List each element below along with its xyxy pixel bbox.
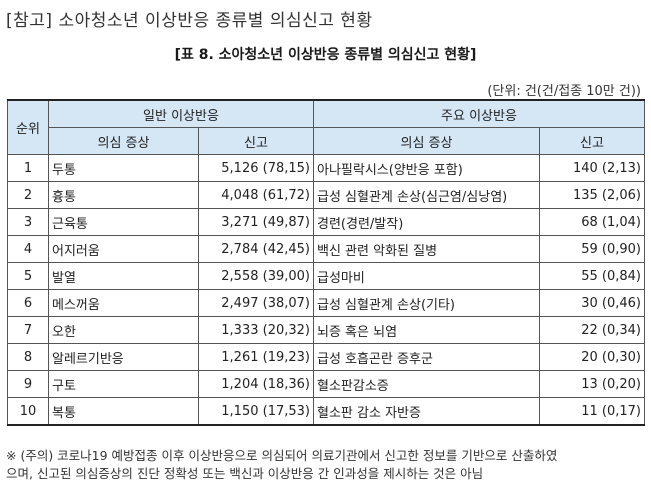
general-symptom-header: 의심 증상 bbox=[48, 127, 199, 155]
major-report-cell: 140 (2,13) bbox=[539, 154, 645, 182]
major-symptom-cell: 혈소판 감소 자반증 bbox=[313, 397, 540, 426]
general-report-cell: 1,204 (18,36) bbox=[198, 370, 314, 398]
footnote-line-1: ※ (주의) 코로나19 예방접종 이후 이상반응으로 의심되어 의료기관에서 … bbox=[6, 448, 558, 463]
general-report-cell: 5,126 (78,15) bbox=[198, 154, 314, 182]
major-report-cell: 59 (0,90) bbox=[539, 235, 645, 263]
general-report-cell: 2,558 (39,00) bbox=[198, 262, 314, 290]
general-symptom-cell: 복통 bbox=[48, 397, 199, 426]
general-symptom-cell: 알레르기반응 bbox=[48, 343, 199, 371]
major-symptom-header: 의심 증상 bbox=[313, 127, 540, 155]
footnote-line-2: 으며, 신고된 의심증상의 진단 정확성 또는 백신과 이상반응 간 인과성을 … bbox=[6, 466, 484, 481]
table-row: 10 복통 1,150 (17,53) 혈소판 감소 자반증 11 (0,17) bbox=[7, 397, 645, 426]
general-reactions-header: 일반 이상반응 bbox=[48, 99, 314, 128]
rank-cell: 10 bbox=[7, 397, 49, 426]
rank-cell: 8 bbox=[7, 343, 49, 371]
table-row: 2 흉통 4,048 (61,72) 급성 심혈관계 손상(심근염/심낭염) 135 (… bbox=[7, 181, 645, 209]
general-report-cell: 1,261 (19,23) bbox=[198, 343, 314, 371]
table-row: 4 어지러움 2,784 (42,45) 백신 관련 악화된 질병 59 (0,90) bbox=[7, 235, 645, 263]
adverse-reaction-table: 순위 일반 이상반응 주요 이상반응 의심 증상 신고 의심 증상 신고 1 두통… bbox=[7, 99, 645, 426]
major-report-cell: 135 (2,06) bbox=[539, 181, 645, 209]
rank-cell: 4 bbox=[7, 235, 49, 263]
unit-note: (단위: 건(건/접종 10만 건)) bbox=[487, 84, 641, 99]
major-symptom-cell: 급성 심혈관계 손상(심근염/심낭염) bbox=[313, 181, 540, 209]
general-report-cell: 1,150 (17,53) bbox=[198, 397, 314, 426]
major-report-cell: 68 (1,04) bbox=[539, 208, 645, 236]
rank-cell: 1 bbox=[7, 154, 49, 182]
major-report-header: 신고 bbox=[539, 127, 645, 155]
general-symptom-cell: 구토 bbox=[48, 370, 199, 398]
major-report-cell: 22 (0,34) bbox=[539, 316, 645, 344]
general-symptom-cell: 오한 bbox=[48, 316, 199, 344]
rank-cell: 7 bbox=[7, 316, 49, 344]
footnote: ※ (주의) 코로나19 예방접종 이후 이상반응으로 의심되어 의료기관에서 … bbox=[6, 447, 646, 483]
major-symptom-cell: 급성 심혈관계 손상(기타) bbox=[313, 289, 540, 317]
major-report-cell: 55 (0,84) bbox=[539, 262, 645, 290]
general-symptom-cell: 두통 bbox=[48, 154, 199, 182]
general-report-cell: 4,048 (61,72) bbox=[198, 181, 314, 209]
major-report-cell: 30 (0,46) bbox=[539, 289, 645, 317]
major-symptom-cell: 경련(경련/발작) bbox=[313, 208, 540, 236]
major-symptom-cell: 아나필락시스(양반응 포함) bbox=[313, 154, 540, 182]
major-symptom-cell: 급성 호흡곤란 증후군 bbox=[313, 343, 540, 371]
general-report-cell: 3,271 (49,87) bbox=[198, 208, 314, 236]
rank-cell: 2 bbox=[7, 181, 49, 209]
general-report-cell: 2,784 (42,45) bbox=[198, 235, 314, 263]
table-row: 8 알레르기반응 1,261 (19,23) 급성 호흡곤란 증후군 20 (0,30) bbox=[7, 343, 645, 371]
table-row: 3 근육통 3,271 (49,87) 경련(경련/발작) 68 (1,04) bbox=[7, 208, 645, 236]
table-row: 7 오한 1,333 (20,32) 뇌증 혹은 뇌염 22 (0,34) bbox=[7, 316, 645, 344]
table-row: 9 구토 1,204 (18,36) 혈소판감소증 13 (0,20) bbox=[7, 370, 645, 398]
table-row: 5 발열 2,558 (39,00) 급성마비 55 (0,84) bbox=[7, 262, 645, 290]
table-title: [표 8. 소아청소년 이상반응 종류별 의심신고 현황] bbox=[174, 47, 477, 63]
table-row: 6 메스꺼움 2,497 (38,07) 급성 심혈관계 손상(기타) 30 (0,46… bbox=[7, 289, 645, 317]
rank-header: 순위 bbox=[7, 99, 49, 155]
major-symptom-cell: 뇌증 혹은 뇌염 bbox=[313, 316, 540, 344]
general-report-cell: 2,497 (38,07) bbox=[198, 289, 314, 317]
general-symptom-cell: 메스꺼움 bbox=[48, 289, 199, 317]
rank-cell: 5 bbox=[7, 262, 49, 290]
rank-cell: 3 bbox=[7, 208, 49, 236]
major-report-cell: 13 (0,20) bbox=[539, 370, 645, 398]
general-report-cell: 1,333 (20,32) bbox=[198, 316, 314, 344]
major-symptom-cell: 급성마비 bbox=[313, 262, 540, 290]
general-symptom-cell: 근육통 bbox=[48, 208, 199, 236]
rank-cell: 9 bbox=[7, 370, 49, 398]
page-heading: [참고] 소아청소년 이상반응 종류별 의심신고 현황 bbox=[6, 11, 373, 31]
general-report-header: 신고 bbox=[198, 127, 314, 155]
major-reactions-header: 주요 이상반응 bbox=[313, 99, 645, 128]
general-symptom-cell: 발열 bbox=[48, 262, 199, 290]
general-symptom-cell: 어지러움 bbox=[48, 235, 199, 263]
major-report-cell: 11 (0,17) bbox=[539, 397, 645, 426]
table-row: 1 두통 5,126 (78,15) 아나필락시스(양반응 포함) 140 (2,13) bbox=[7, 154, 645, 182]
major-report-cell: 20 (0,30) bbox=[539, 343, 645, 371]
general-symptom-cell: 흉통 bbox=[48, 181, 199, 209]
major-symptom-cell: 백신 관련 악화된 질병 bbox=[313, 235, 540, 263]
major-symptom-cell: 혈소판감소증 bbox=[313, 370, 540, 398]
rank-cell: 6 bbox=[7, 289, 49, 317]
